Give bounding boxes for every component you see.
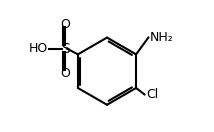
Text: O: O	[60, 18, 70, 30]
Text: S: S	[61, 42, 69, 56]
Text: HO: HO	[28, 42, 48, 55]
Text: Cl: Cl	[146, 88, 158, 101]
Text: O: O	[60, 67, 70, 80]
Text: NH₂: NH₂	[150, 31, 173, 44]
